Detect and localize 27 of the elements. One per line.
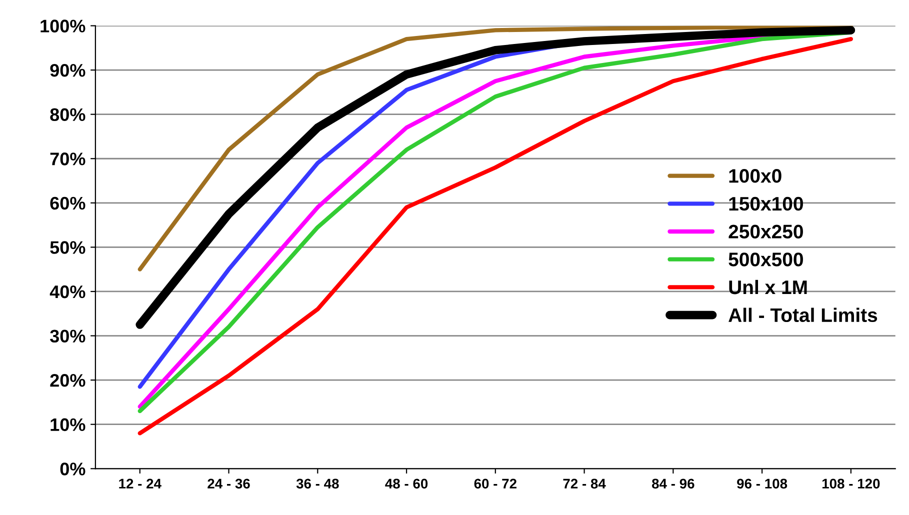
legend-label: 250x250 (728, 224, 803, 238)
y-tick-label: 60% (50, 196, 86, 210)
legend-label: 500x500 (728, 252, 803, 266)
x-tick-label: 72 - 84 (563, 478, 606, 489)
x-tick-label: 60 - 72 (474, 478, 516, 489)
x-tick-label: 48 - 60 (385, 478, 428, 489)
legend-label: All - Total Limits (728, 308, 878, 322)
x-tick-label: 12 - 24 (119, 478, 162, 488)
x-tick-label: 96 - 108 (737, 478, 788, 489)
y-tick-label: 50% (50, 241, 86, 254)
y-tick-label: 40% (50, 285, 86, 298)
x-tick-label: 36 - 48 (296, 478, 339, 489)
line-series (138, 26, 854, 272)
y-tick-label: 20% (50, 374, 86, 387)
y-tick-label: 10% (50, 418, 86, 432)
y-tick-label: 70% (50, 152, 86, 166)
x-tick-label: 24 - 36 (208, 478, 250, 489)
y-tick-label: 100% (40, 20, 86, 32)
y-tick-label: 30% (50, 330, 86, 343)
y-tick-label: 0% (60, 462, 86, 476)
y-tick-label: 80% (50, 108, 86, 122)
legend-label: Unl x 1M (729, 280, 807, 294)
legend-label: 100x0 (729, 169, 782, 183)
y-tick-label: 90% (50, 64, 86, 77)
x-tick-label: 84 - 96 (652, 478, 694, 489)
legend-label: 150x100 (729, 196, 803, 211)
x-tick-label: 108 - 120 (822, 478, 880, 489)
